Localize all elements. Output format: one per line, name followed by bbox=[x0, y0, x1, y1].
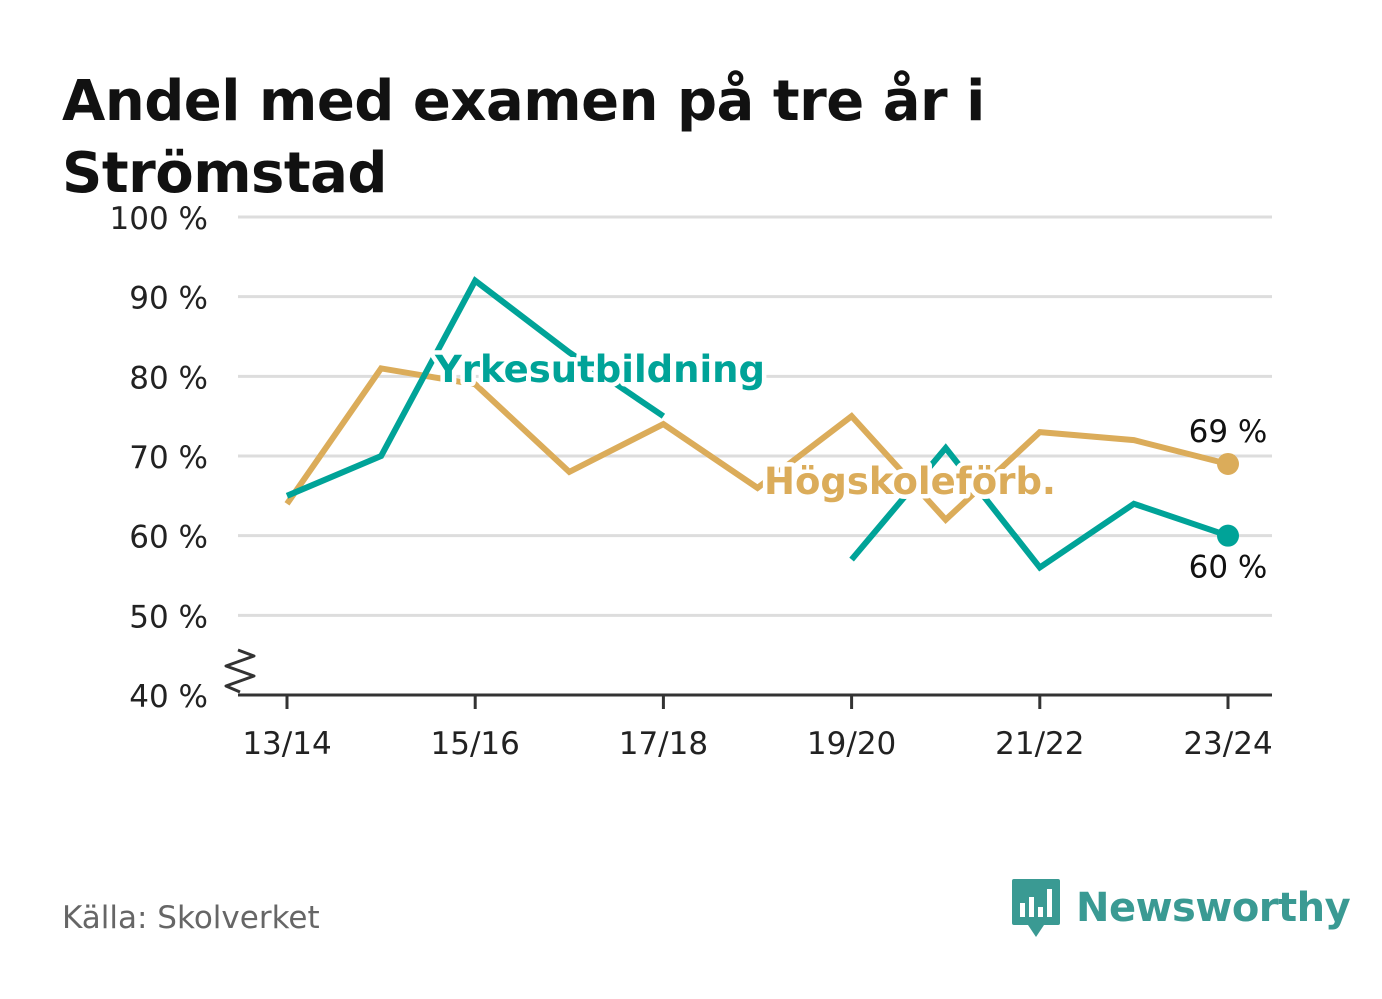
x-tick-label: 23/24 bbox=[1183, 726, 1272, 762]
series-line-hogskoleforb bbox=[284, 365, 1229, 524]
line-chart: 40 % 50 % 60 % 70 % 80 % 90 % 100 % 13/14 15/16… bbox=[110, 201, 1273, 762]
x-axis bbox=[224, 648, 1272, 709]
brand-logo: Newsworthy bbox=[1010, 876, 1351, 940]
y-tick-label: 50 % bbox=[129, 599, 208, 635]
brand-name: Newsworthy bbox=[1076, 885, 1351, 931]
y-tick-label: 40 % bbox=[129, 679, 208, 715]
bar-chart-bubble-icon bbox=[1012, 879, 1060, 937]
axis-break-icon bbox=[224, 648, 256, 694]
source-note: Källa: Skolverket bbox=[62, 900, 320, 936]
y-tick-label: 70 % bbox=[129, 440, 208, 476]
end-value-label: 69 % bbox=[1189, 414, 1268, 450]
x-tick-label: 21/22 bbox=[995, 726, 1084, 762]
series-name-label: Högskoleförb. bbox=[764, 460, 1056, 503]
x-tick-label: 17/18 bbox=[619, 726, 708, 762]
series-lines bbox=[284, 276, 1239, 572]
end-point-marker bbox=[1217, 452, 1239, 475]
x-tick-label: 19/20 bbox=[807, 726, 896, 762]
series-name-label: Yrkesutbildning bbox=[434, 348, 765, 391]
chart-title: Andel med examen på tre år i Strömstad bbox=[62, 69, 985, 206]
x-tick-label: 13/14 bbox=[242, 726, 331, 762]
y-tick-label: 90 % bbox=[129, 281, 208, 317]
end-value-label: 60 % bbox=[1189, 550, 1268, 586]
x-tick-label: 15/16 bbox=[431, 726, 520, 762]
x-axis-tick-labels: 13/14 15/16 17/18 19/20 21/22 23/24 bbox=[242, 726, 1272, 762]
y-axis-tick-labels: 40 % 50 % 60 % 70 % 80 % 90 % 100 % bbox=[110, 201, 208, 715]
end-point-marker bbox=[1217, 524, 1239, 547]
series-labels: Yrkesutbildning Högskoleförb. 69 % 60 % bbox=[430, 344, 1271, 589]
y-tick-label: 100 % bbox=[110, 201, 208, 237]
series-line-yrkesutbildning bbox=[285, 276, 1229, 572]
grid-lines bbox=[238, 215, 1272, 617]
y-tick-label: 60 % bbox=[129, 520, 208, 556]
y-tick-label: 80 % bbox=[129, 360, 208, 396]
